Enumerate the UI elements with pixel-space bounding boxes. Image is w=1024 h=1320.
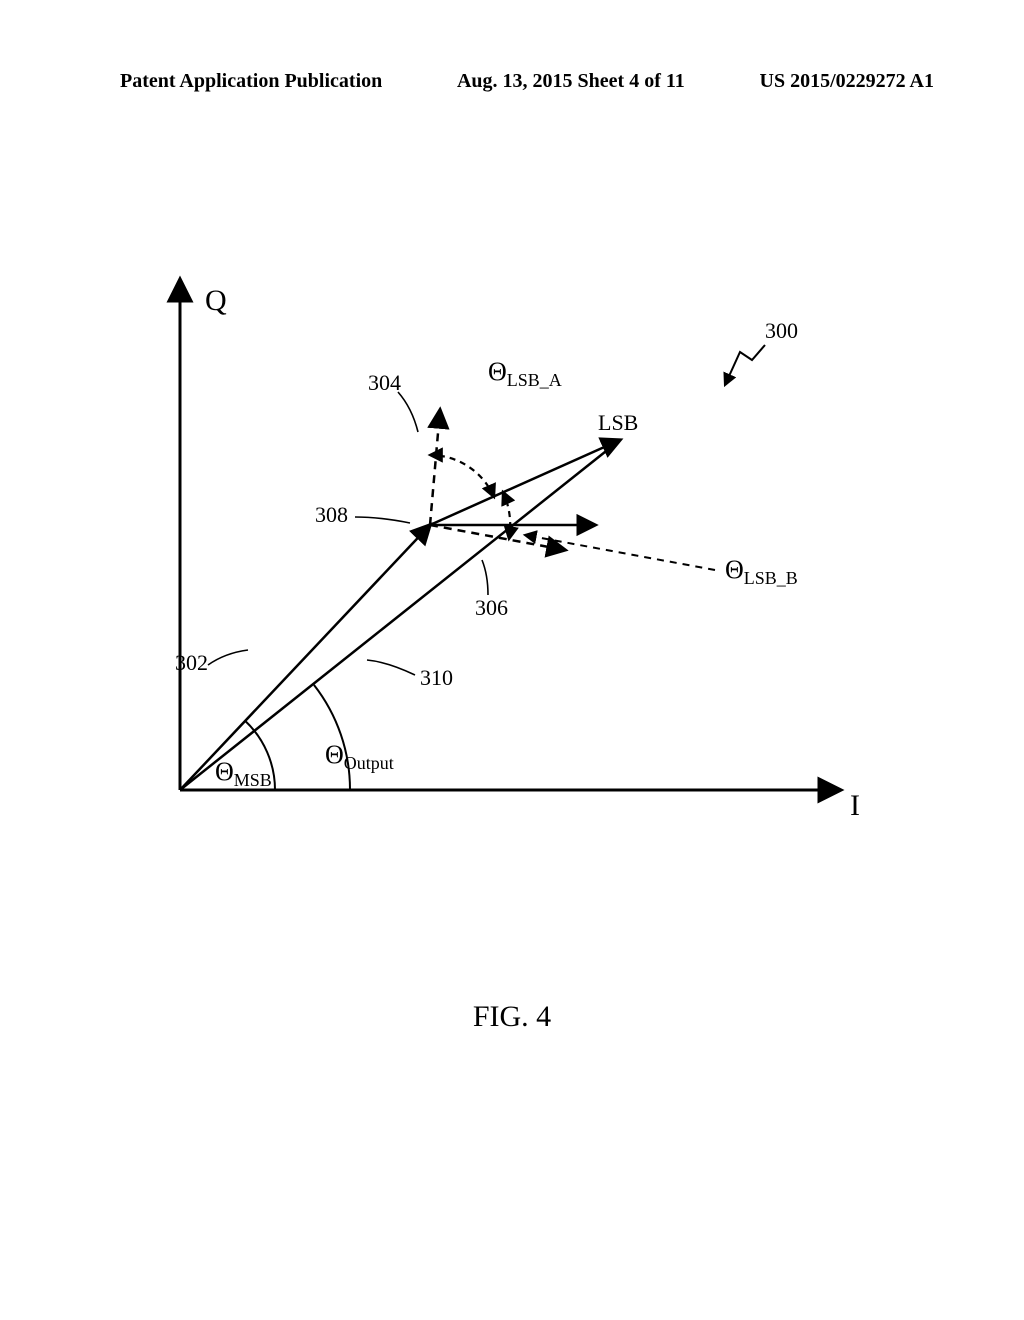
label-theta-lsb-b: ΘLSB_B: [725, 555, 798, 588]
label-304: 304: [368, 370, 401, 395]
label-310: 310: [420, 665, 453, 690]
leader-308: [355, 517, 410, 523]
figure-caption: FIG. 4: [0, 1000, 1024, 1034]
vector-304: [430, 410, 440, 525]
label-i: I: [850, 789, 860, 822]
label-q: Q: [205, 284, 227, 317]
figure-4: Q I 300 LSB 304 306 308 302 310 ΘMSB ΘOu…: [120, 260, 904, 960]
vector-lsb: [430, 440, 620, 525]
arc-theta-output: [314, 685, 350, 790]
page-header: Patent Application Publication Aug. 13, …: [120, 70, 934, 93]
label-theta-lsb-a: ΘLSB_A: [488, 357, 562, 390]
leader-302: [208, 650, 248, 665]
leader-304: [398, 392, 418, 432]
label-306: 306: [475, 595, 508, 620]
leader-310: [367, 660, 415, 675]
label-308: 308: [315, 502, 348, 527]
vector-diagram-svg: Q I 300 LSB 304 306 308 302 310 ΘMSB ΘOu…: [120, 260, 904, 960]
leader-300: [725, 345, 765, 385]
label-lsb: LSB: [598, 410, 638, 435]
label-300: 300: [765, 318, 798, 343]
vector-310-output: [180, 440, 620, 790]
vector-302-msb: [180, 525, 430, 790]
label-302: 302: [175, 650, 208, 675]
leader-306: [482, 560, 488, 595]
leader-theta-lsb-b: [525, 535, 715, 570]
arc-theta-lsb-a: [430, 455, 494, 497]
header-left: Patent Application Publication: [120, 70, 382, 93]
label-theta-msb: ΘMSB: [215, 757, 272, 790]
header-right: US 2015/0229272 A1: [760, 70, 934, 93]
page: Patent Application Publication Aug. 13, …: [0, 0, 1024, 1320]
header-center: Aug. 13, 2015 Sheet 4 of 11: [457, 70, 685, 93]
label-theta-output: ΘOutput: [325, 740, 394, 773]
